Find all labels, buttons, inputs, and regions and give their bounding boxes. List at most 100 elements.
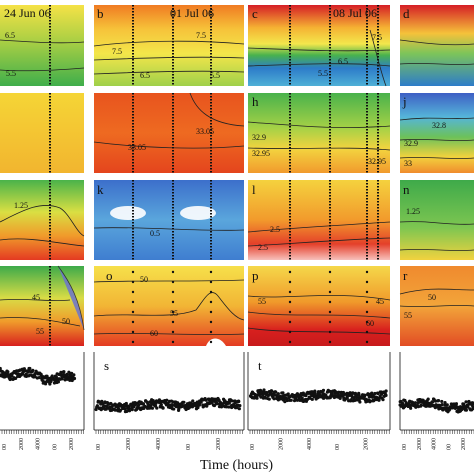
scatter-point (328, 389, 332, 394)
sampling-point (131, 290, 135, 294)
scatter-point (127, 409, 132, 413)
scatter-point (420, 400, 425, 404)
sampling-point (288, 320, 292, 324)
scatter-point (404, 401, 408, 405)
contour-label: 55 (258, 297, 266, 306)
contour-label: 55 (404, 311, 412, 320)
sampling-point (171, 300, 175, 304)
scatter-point (39, 372, 43, 376)
sampling-point (328, 330, 332, 334)
scatter-point (357, 393, 361, 397)
contour-label: 2.5 (258, 243, 268, 252)
panel-d: d (399, 5, 474, 86)
contour-label: 5.5 (210, 71, 220, 80)
scatter-point (463, 404, 467, 409)
scatter-point (182, 400, 186, 404)
timeseries-panel-r: s (93, 352, 245, 431)
scatter-point (236, 399, 241, 403)
panel-o: 55 45 60 p (247, 266, 391, 346)
tick-label: 00 (186, 444, 192, 450)
scatter-point (59, 370, 63, 374)
sampling-point (288, 290, 292, 294)
sampling-point (131, 330, 135, 334)
scatter-point (426, 397, 430, 401)
scatter-point (310, 397, 314, 401)
sampling-point (365, 310, 369, 314)
scatter-point (368, 400, 372, 404)
scatter-point (125, 409, 129, 414)
panel-letter: t (258, 358, 262, 373)
scatter-point (227, 405, 231, 409)
panel-e (0, 93, 84, 173)
scatter-point (216, 397, 221, 402)
sampling-point (209, 270, 213, 274)
scatter-point (345, 396, 349, 400)
scatter-point (313, 389, 317, 393)
scatter-point (460, 407, 464, 412)
sampling-point (328, 340, 332, 344)
sampling-point (171, 280, 175, 284)
scatter-point (212, 403, 217, 408)
sampling-point (171, 320, 175, 324)
sampling-point (288, 280, 292, 284)
contour-label: 7.5 (196, 31, 206, 40)
sampling-point (209, 340, 213, 344)
scatter-point (255, 396, 259, 400)
panel-j: 0.5 k (93, 180, 245, 260)
sampling-point (209, 330, 213, 334)
tick-label: 2000 (364, 438, 370, 450)
scatter-point (381, 398, 385, 402)
scatter-point (440, 402, 444, 407)
panel-letter: n (403, 182, 410, 197)
scatter-point (285, 398, 289, 403)
contour-label: 33 (404, 159, 412, 168)
scatter-point (215, 401, 219, 405)
panel-letter: b (97, 6, 104, 21)
tick-label: 00 (96, 444, 102, 450)
contour-label: 32.8 (432, 121, 446, 130)
scatter-point (350, 394, 354, 398)
sampling-point (365, 280, 369, 284)
scatter-point (172, 407, 176, 411)
scatter-point (270, 389, 274, 393)
scatter-point (262, 388, 266, 392)
timeseries-panel-s: t (247, 352, 391, 431)
tick-label: 2000 (278, 438, 284, 450)
scatter-point (204, 398, 208, 402)
sampling-point (365, 320, 369, 324)
sampling-point (365, 330, 369, 334)
scatter-point (2, 371, 7, 375)
panel-letter: o (106, 268, 113, 283)
scatter-point (191, 399, 195, 403)
tick-label: 2000 (19, 438, 25, 450)
contour-label: 50 (428, 293, 436, 302)
scatter-point (289, 398, 293, 402)
scatter-point (286, 392, 290, 396)
tick-label: 00 (335, 444, 341, 450)
scatter-point (161, 406, 165, 410)
tick-label: 00 (52, 444, 58, 450)
sampling-point (328, 290, 332, 294)
panel-c: 6.5 5.5 7.5 c (247, 5, 391, 87)
scatter-point (67, 370, 71, 374)
sampling-point (365, 340, 369, 344)
tick-label: 00 (446, 444, 452, 450)
scatter-point (337, 390, 341, 394)
scatter-point (409, 406, 413, 410)
panel-letter: r (403, 268, 408, 283)
panel-p: 50 55 r (399, 266, 474, 346)
scatter-point (304, 393, 308, 398)
scatter-point (321, 388, 326, 392)
scatter-point (21, 372, 25, 376)
contour-label: 32.95 (252, 149, 270, 158)
timeseries-panel-q (0, 352, 85, 431)
sampling-point (288, 330, 292, 334)
scatter-point (150, 406, 154, 410)
scatter-point (464, 408, 469, 412)
scatter-point (210, 400, 215, 404)
contour-label: 7.5 (372, 33, 382, 42)
panel-k: 2.5 2.5 l (247, 180, 391, 260)
scatter-point (238, 403, 242, 408)
x-axis-ticks: 00 2000 4000 00 2000 00 2000 4000 00 2000 00 2000 40… (1, 430, 474, 450)
contour-label: 32.95 (368, 157, 386, 166)
